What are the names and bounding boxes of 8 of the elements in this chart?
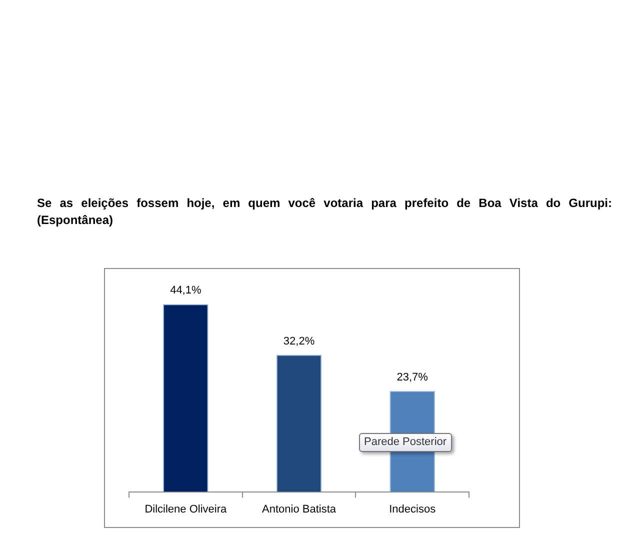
x-tick-label: Dilcilene Oliveira (144, 503, 228, 516)
chart-title: Se as eleições fossem hoje, em quem você votaria para prefeito de Boa Vista do Gurupi: (Espontânea) (37, 195, 612, 229)
x-tick-label: Indecisos (389, 503, 436, 516)
data-label: 32,2% (283, 335, 315, 348)
data-label: 23,7% (396, 371, 428, 384)
data-label: 44,1% (170, 284, 202, 297)
x-tick-label: Antonio Batista (262, 503, 337, 516)
annotation: Parede Posterior (359, 433, 452, 452)
